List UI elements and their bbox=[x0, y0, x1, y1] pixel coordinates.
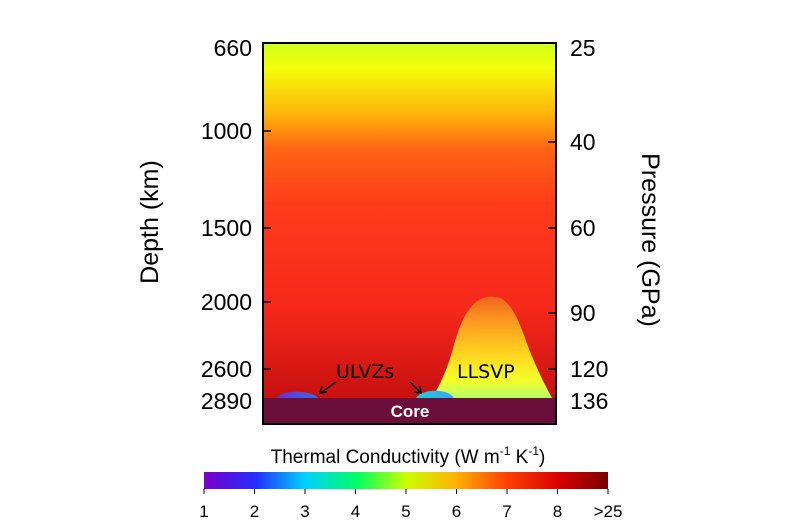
colorbar-tick-label: 6 bbox=[452, 502, 461, 521]
colorbar-tick-label: 5 bbox=[401, 502, 410, 521]
llsvp-label: LLSVP bbox=[457, 361, 515, 383]
colorbar-title-mid: K bbox=[510, 447, 528, 468]
core-region bbox=[263, 398, 556, 424]
core-label: Core bbox=[391, 402, 430, 421]
depth-tick-label: 2890 bbox=[201, 388, 252, 414]
pressure-tick-label: 120 bbox=[570, 356, 608, 382]
plot-frame bbox=[262, 42, 557, 425]
pressure-tick-label: 60 bbox=[570, 215, 596, 241]
ulvz-arrow-left bbox=[318, 381, 337, 394]
colorbar-title-end: ) bbox=[539, 447, 545, 468]
pressure-axis-title: Pressure (GPa) bbox=[636, 153, 664, 327]
llsvp-region bbox=[432, 296, 552, 398]
colorbar-title-exp1: -1 bbox=[500, 444, 511, 458]
depth-tick-label: 2000 bbox=[201, 289, 252, 315]
depth-tick-label: 1000 bbox=[201, 118, 252, 144]
colorbar-title-exp2: -1 bbox=[528, 444, 539, 458]
depth-tick-label: 2600 bbox=[201, 356, 252, 382]
colorbar-title: Thermal Conductivity (W m-1 K-1) bbox=[271, 444, 546, 468]
pressure-tick-label: 25 bbox=[570, 35, 596, 61]
pressure-tick-label: 136 bbox=[570, 388, 608, 414]
colorbar-tick-label: >25 bbox=[594, 502, 623, 521]
colorbar-ticks bbox=[203, 489, 609, 494]
colorbar-tick-label: 7 bbox=[502, 502, 511, 521]
depth-tick-label: 1500 bbox=[201, 215, 252, 241]
colorbar bbox=[204, 472, 608, 489]
ulvz-arrow-right bbox=[409, 381, 422, 394]
ulvz-left-patch bbox=[276, 391, 318, 398]
ulvz-right-patch bbox=[416, 390, 454, 398]
left-axis-ticks bbox=[263, 130, 271, 370]
colorbar-title-main: Thermal Conductivity (W m bbox=[271, 447, 500, 468]
pressure-tick-label: 40 bbox=[570, 129, 596, 155]
depth-axis-title: Depth (km) bbox=[136, 160, 164, 284]
colorbar-tick-label: 1 bbox=[199, 502, 208, 521]
pressure-tick-label: 90 bbox=[570, 300, 596, 326]
colorbar-tick-label: 2 bbox=[250, 502, 259, 521]
depth-tick-label: 660 bbox=[214, 35, 252, 61]
right-axis-ticks bbox=[548, 141, 556, 370]
colorbar-tick-label: 8 bbox=[553, 502, 562, 521]
colorbar-tick-label: 3 bbox=[300, 502, 309, 521]
colorbar-tick-label: 4 bbox=[351, 502, 360, 521]
ulvz-label: ULVZs bbox=[336, 361, 394, 383]
